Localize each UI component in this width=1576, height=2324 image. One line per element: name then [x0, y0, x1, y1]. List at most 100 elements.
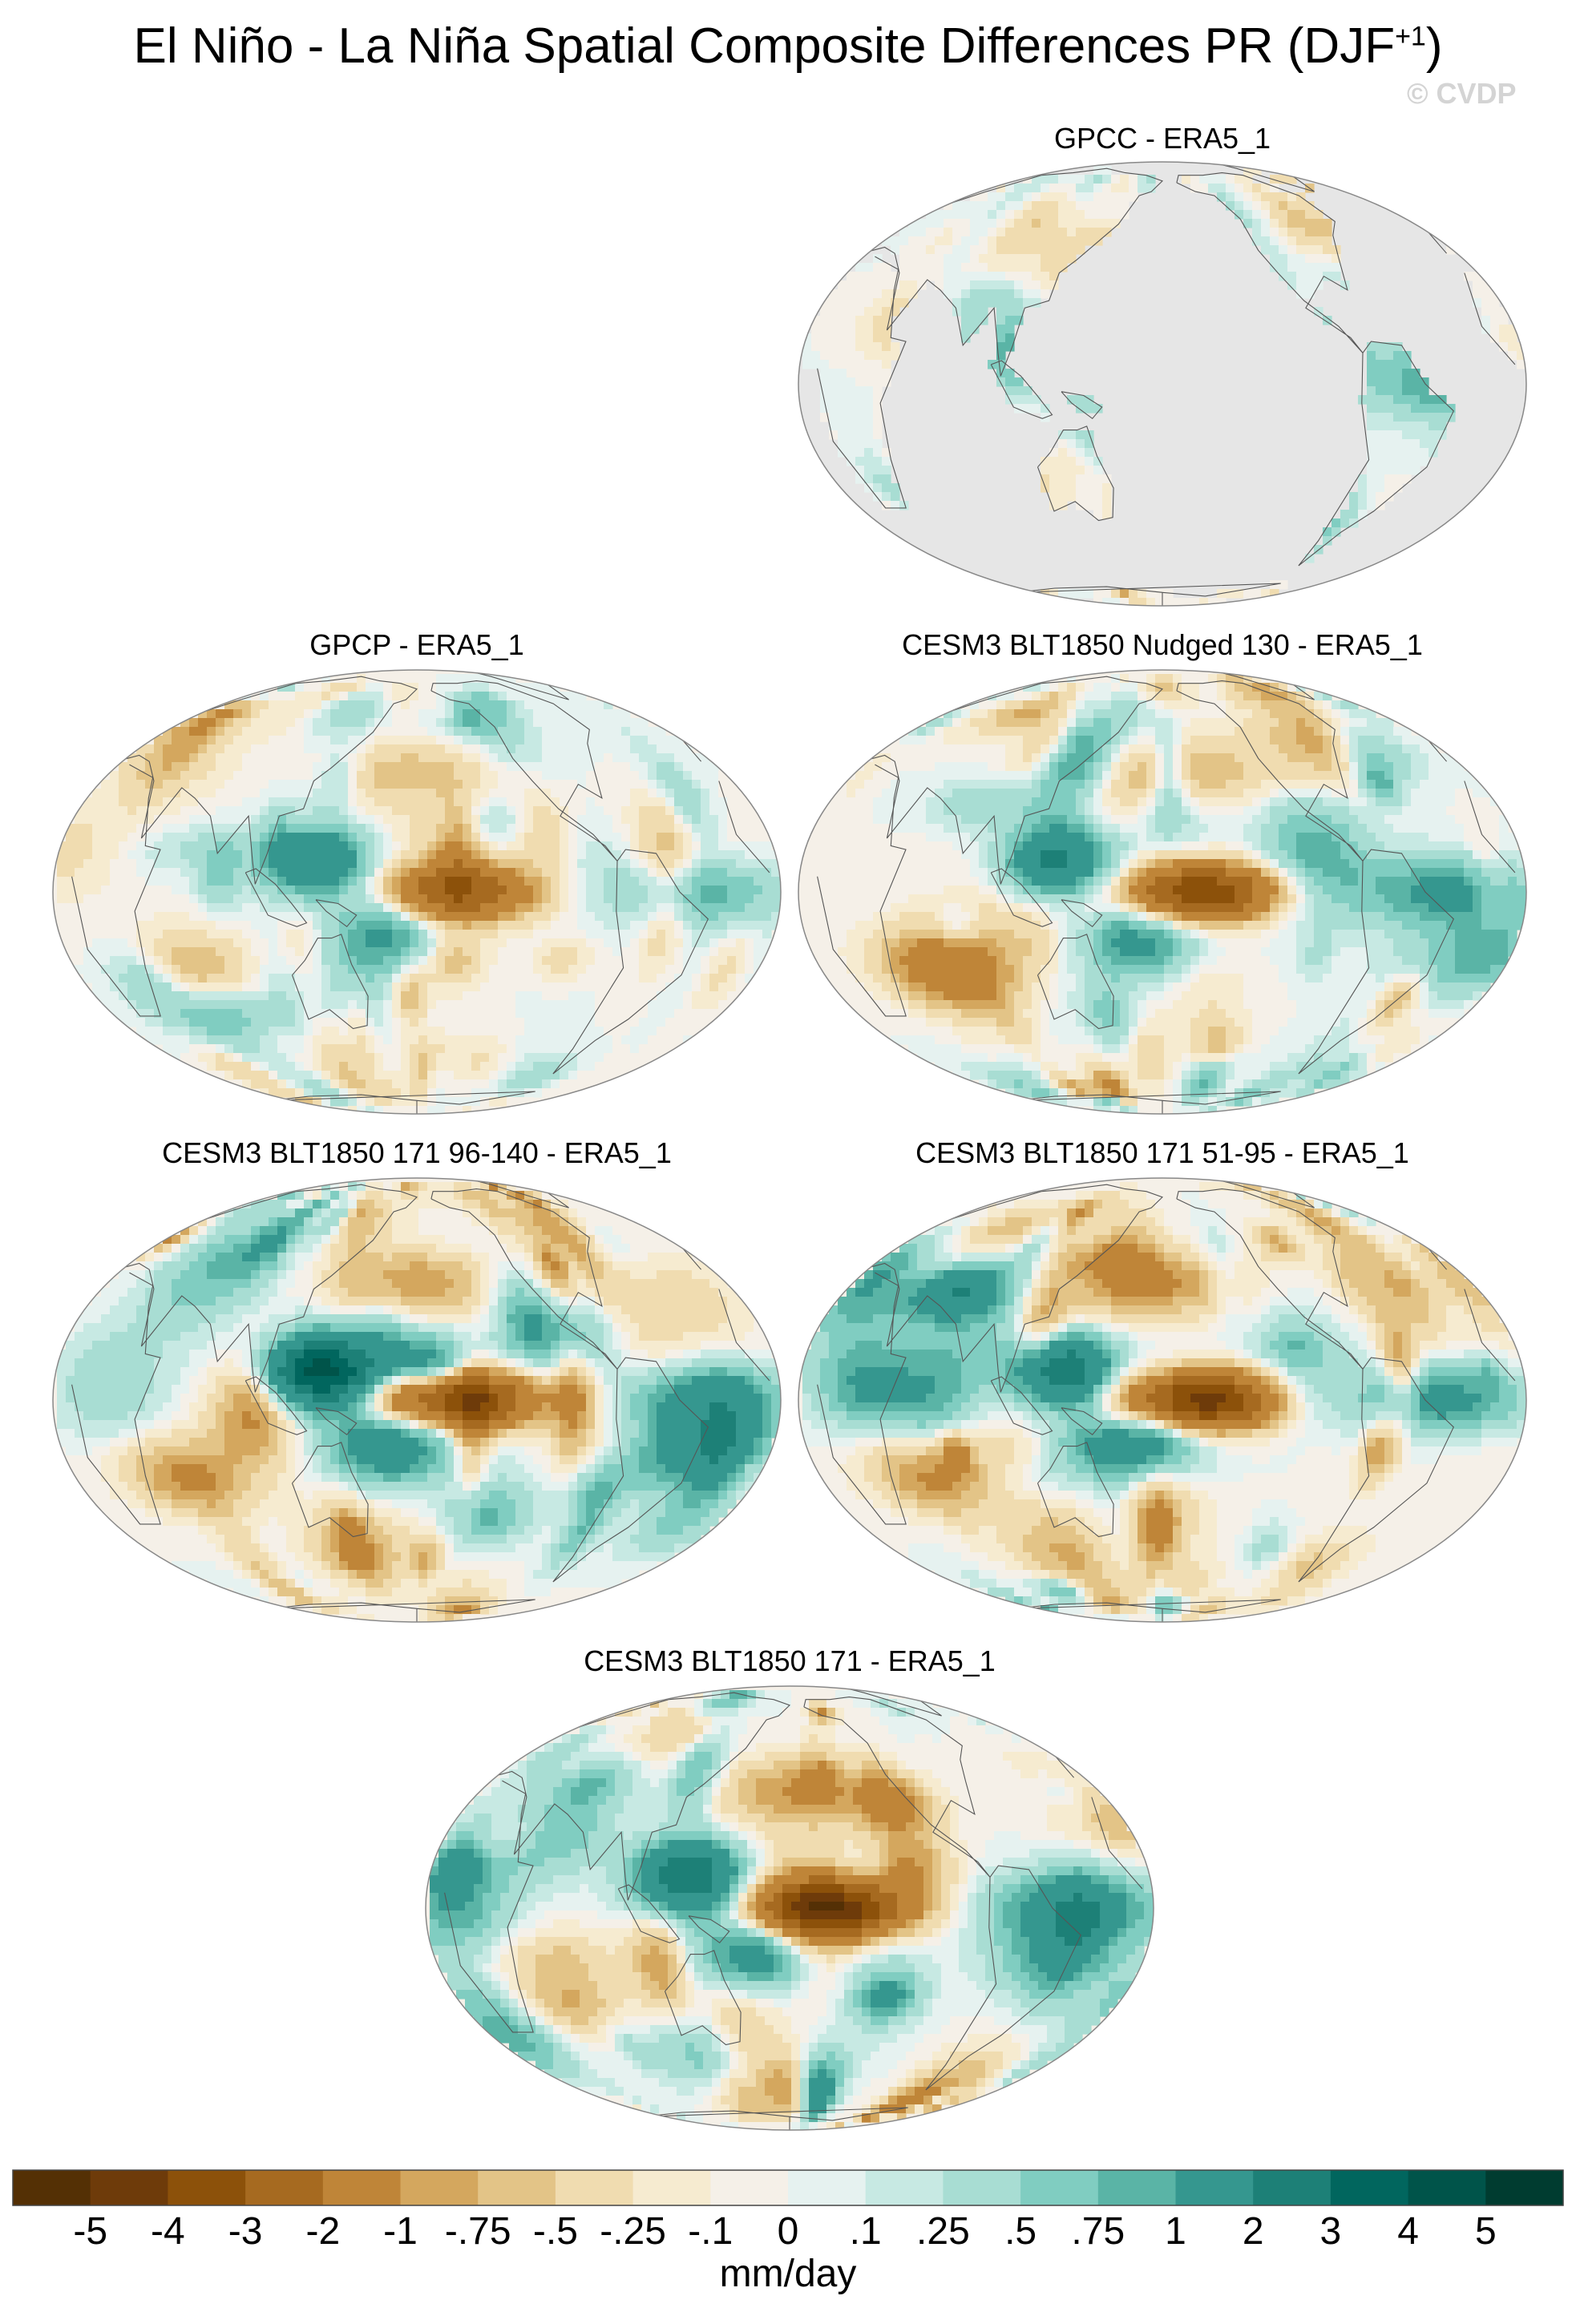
map-cell: [736, 850, 746, 860]
map-cell: [1279, 683, 1288, 692]
map-cell: [1146, 700, 1156, 710]
map-cell: [445, 903, 455, 913]
map-cell: [1261, 683, 1271, 692]
map-cell: [454, 683, 463, 692]
map-cell: [445, 1097, 455, 1107]
map-cell: [436, 1088, 446, 1098]
map-cell: [189, 894, 199, 904]
map-cell: [542, 1071, 552, 1080]
map-cell: [436, 1044, 446, 1054]
map-cell: [586, 797, 596, 807]
map-cell: [586, 982, 596, 992]
map-cell: [551, 956, 560, 966]
map-cell: [366, 991, 375, 1001]
map-cell: [701, 974, 710, 983]
map-cell: [480, 947, 490, 957]
map-cell: [1261, 753, 1271, 763]
map-cell: [251, 744, 261, 754]
map-cell: [595, 718, 604, 728]
map-cell: [269, 1018, 278, 1027]
map-cell: [1129, 589, 1138, 599]
map-cell: [1058, 744, 1068, 754]
map-cell: [216, 762, 225, 772]
map-cell: [436, 1027, 446, 1036]
map-cell: [1190, 727, 1200, 736]
map-cell: [560, 736, 569, 745]
map-cell: [1508, 333, 1517, 343]
map-cell: [1243, 762, 1253, 772]
map-cell: [577, 806, 587, 816]
map-cell: [692, 833, 701, 842]
map-cell: [1287, 175, 1297, 184]
map-cell: [891, 780, 900, 789]
map-cell: [277, 718, 287, 728]
map-cell: [339, 1071, 349, 1080]
map-cell: [180, 841, 190, 851]
map-cell: [304, 859, 313, 869]
map-cell: [1323, 709, 1332, 719]
map-cell: [926, 753, 935, 763]
map-cell: [701, 894, 710, 904]
map-cell: [295, 886, 305, 895]
map-cell: [718, 815, 728, 825]
map-cell: [392, 938, 402, 948]
map-cell: [339, 683, 349, 692]
map-cell: [829, 316, 839, 325]
map-cell: [551, 859, 560, 869]
map-cell: [498, 1044, 507, 1054]
map-cell: [1076, 674, 1085, 684]
map-cell: [454, 780, 463, 789]
map-cell: [1243, 771, 1253, 781]
map-cell: [498, 1009, 507, 1019]
map-cell: [321, 1097, 331, 1107]
map-cell: [1270, 589, 1279, 599]
map-cell: [436, 692, 446, 701]
map-cell: [304, 1071, 313, 1080]
map-cell: [374, 753, 384, 763]
map-cell: [66, 877, 75, 886]
map-cell: [366, 841, 375, 851]
map-cell: [374, 789, 384, 798]
map-cell: [551, 991, 560, 1001]
map-cell: [718, 877, 728, 886]
map-cell: [1261, 736, 1271, 745]
map-cell: [873, 333, 883, 343]
map-cell: [577, 692, 587, 701]
map-cell: [348, 797, 358, 807]
map-cell: [489, 674, 499, 684]
map-cell: [410, 886, 419, 895]
map-cell: [110, 938, 119, 948]
map-cell: [1420, 771, 1429, 781]
map-cell: [754, 815, 763, 825]
map-cell: [1332, 518, 1341, 528]
map-cell: [339, 859, 349, 869]
map-cell: [847, 395, 856, 405]
map-cell: [471, 1053, 481, 1063]
map-cell: [979, 771, 988, 781]
map-cell: [454, 727, 463, 736]
map-cell: [595, 886, 604, 895]
map-cell: [754, 921, 763, 930]
map-cell: [1270, 254, 1279, 264]
map-cell: [899, 245, 909, 255]
map-cell: [75, 833, 84, 842]
map-cell: [568, 1071, 578, 1080]
map-cell: [1164, 692, 1174, 701]
map-cell: [577, 797, 587, 807]
map-cell: [119, 974, 128, 983]
map-cell: [568, 753, 578, 763]
map-cell: [648, 736, 657, 745]
map-cell: [224, 921, 234, 930]
map-cell: [480, 727, 490, 736]
map-cell: [507, 1053, 516, 1063]
map-cell: [873, 289, 883, 299]
map-cell: [515, 753, 525, 763]
map-cell: [891, 501, 900, 510]
map-cell: [330, 700, 340, 710]
map-cell: [1429, 404, 1438, 414]
map-cell: [436, 930, 446, 939]
map-cell: [970, 762, 980, 772]
map-cell: [163, 833, 172, 842]
map-cell: [498, 1053, 507, 1063]
map-cell: [418, 824, 428, 833]
